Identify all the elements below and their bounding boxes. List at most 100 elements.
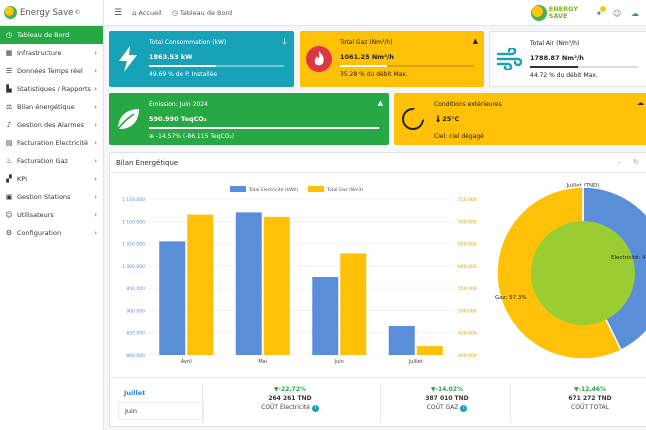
stat-amount: 264 261 TND [268, 395, 312, 402]
y-right-tick-label: 400 000 [458, 353, 477, 359]
info-icon[interactable]: i [311, 405, 319, 412]
sidebar: Energy Save © ◷ Tableau de Bord ▦ Infrastru… [0, 0, 104, 430]
nav-dashboard-label: Tableau de Bord [179, 8, 233, 17]
bar [187, 214, 214, 355]
card-value: 🌡25°C [434, 115, 459, 123]
factory-icon: ▲ [377, 99, 383, 107]
chevron-right-icon: › [94, 157, 97, 165]
y-left-tick-label: 1 150 000 [122, 197, 145, 203]
sidebar-item[interactable]: ▤ Facturation Electricité › [0, 134, 103, 152]
sidebar-item[interactable]: ♨ Facturation Gaz › [0, 152, 103, 170]
month-item[interactable]: Juillet [124, 389, 146, 397]
card-title: Total Air (Nm³/h) [530, 40, 580, 47]
kpi-icon: ▞ [6, 175, 12, 183]
x-tick-label: Juillet [408, 359, 423, 365]
nav-dashboard-link[interactable]: ◷ Tableau de Bord [172, 9, 232, 17]
notification-badge [600, 5, 606, 12]
y-left-tick-label: 1 100 000 [122, 219, 145, 225]
sidebar-item[interactable]: ☺ Utilisateurs › [0, 206, 103, 224]
legend-label: Total Electricité (kWh) [248, 186, 298, 193]
sidebar-item[interactable]: ▙ Statistiques / Rapports › [0, 80, 103, 98]
bar [159, 241, 186, 355]
logo-line2: SAVE [548, 12, 568, 20]
brand-copyright: © [74, 9, 81, 16]
nav-home-link[interactable]: ⌂ Accueil [132, 9, 162, 17]
y-right-tick-label: 750 000 [458, 197, 477, 203]
cloud-icon[interactable]: ☁ [631, 8, 639, 18]
logo-line1: ENERGY [548, 5, 578, 13]
y-left-tick-label: 850 000 [126, 331, 145, 337]
sidebar-item[interactable]: ⚙ Configuration › [0, 224, 103, 242]
y-left-tick-label: 950 000 [126, 286, 145, 292]
sidebar-item[interactable]: ▣ Gestion Stations › [0, 188, 103, 206]
sidebar-item[interactable]: ▦ Infrastructure › [0, 44, 103, 62]
sidebar-item-label: Infrastructure [17, 49, 62, 57]
burner-icon: ▲ [472, 37, 478, 45]
stat-pct: ▼-14.02% [430, 386, 464, 393]
wind-icon [490, 32, 528, 86]
chevron-right-icon: › [94, 121, 97, 129]
stat-amount: 671 272 TND [568, 395, 612, 402]
info-icon[interactable]: i [460, 405, 468, 412]
y-right-tick-label: 500 000 [458, 308, 477, 314]
sidebar-item[interactable]: ♪ Gestion des Alarmes › [0, 116, 103, 134]
dashboard-icon: ◷ [171, 8, 178, 17]
bilan-panel: Bilan Énergétique – ↻ 800 000 850 000 900 … [109, 152, 646, 427]
y-left-tick-label: 1 000 000 [122, 264, 145, 270]
stat-amount: 387 010 TND [425, 395, 469, 402]
stat-label: COÛT Électricité [261, 404, 310, 411]
sidebar-item[interactable]: ☰ Données Temps réel › [0, 62, 103, 80]
refresh-icon[interactable]: ↻ [633, 158, 639, 166]
chevron-right-icon: › [94, 49, 97, 57]
pie-label: Electricité: 42.7% [611, 254, 646, 261]
cogs-icon: ⚙ [5, 229, 13, 237]
bar [416, 346, 443, 355]
card-emission: Émission: Juin 2024 590.990 TeqCO₂ ⊕ -14… [109, 93, 389, 145]
dashboard-icon: ◷ [5, 31, 13, 39]
y-right-tick-label: 650 000 [458, 242, 477, 248]
minimize-icon[interactable]: – [617, 158, 621, 166]
card-title: Émission: Juin 2024 [149, 101, 208, 108]
flame-icon: ♨ [5, 157, 13, 165]
lightning-icon [109, 31, 147, 87]
card-value: 1788.87 Nm³/h [530, 54, 584, 62]
chevron-right-icon: › [94, 211, 97, 219]
divider [202, 384, 203, 422]
bar [312, 277, 339, 355]
divider [510, 384, 511, 422]
card-value: 1061.25 Nm³/h [340, 53, 394, 61]
sidebar-item[interactable]: ◷ Tableau de Bord [0, 26, 103, 44]
bar [388, 326, 415, 355]
bar [235, 212, 262, 355]
chevron-right-icon: › [94, 193, 97, 201]
home-icon: ⌂ [132, 8, 137, 17]
hamburger-icon[interactable]: ☰ [114, 7, 123, 18]
invoice-icon: ▤ [5, 139, 13, 147]
temperature: 25°C [442, 115, 460, 123]
sidebar-item[interactable]: ⚖ Bilan énergétique › [0, 98, 103, 116]
y-left-tick-label: 900 000 [126, 308, 145, 314]
brand[interactable]: Energy Save © [0, 0, 103, 26]
y-left-tick-label: 1 050 000 [122, 242, 145, 248]
moon-icon [394, 93, 432, 145]
chevron-right-icon: › [94, 229, 97, 237]
notifications-icon[interactable]: ✦ [592, 5, 606, 18]
month-list: Juillet Juin [118, 384, 204, 420]
card-subtitle: 35.28 % du débit Max. [340, 71, 408, 78]
bar [340, 253, 367, 355]
card-title: Total Consommation (kW) [149, 39, 227, 46]
month-item[interactable]: Juin [118, 402, 204, 420]
plug-icon: ⏚ [281, 38, 288, 46]
progress-bar [530, 66, 638, 68]
chevron-right-icon: › [94, 139, 97, 147]
sidebar-item-label: Utilisateurs [17, 211, 54, 219]
legend-label: Total Gaz (Nm3) [326, 187, 363, 193]
pie-title: Juillet (TND) [566, 183, 600, 189]
sidebar-item[interactable]: ▞ KPI › [0, 170, 103, 188]
balance-icon: ⚖ [5, 103, 13, 111]
brand-logo-icon [4, 6, 17, 19]
user-icon[interactable]: ☺ [612, 8, 622, 18]
sidebar-item-label: Facturation Gaz [17, 157, 68, 165]
x-tick-label: Avril [181, 359, 192, 365]
stat-pct: ▼-12.46% [573, 386, 607, 393]
